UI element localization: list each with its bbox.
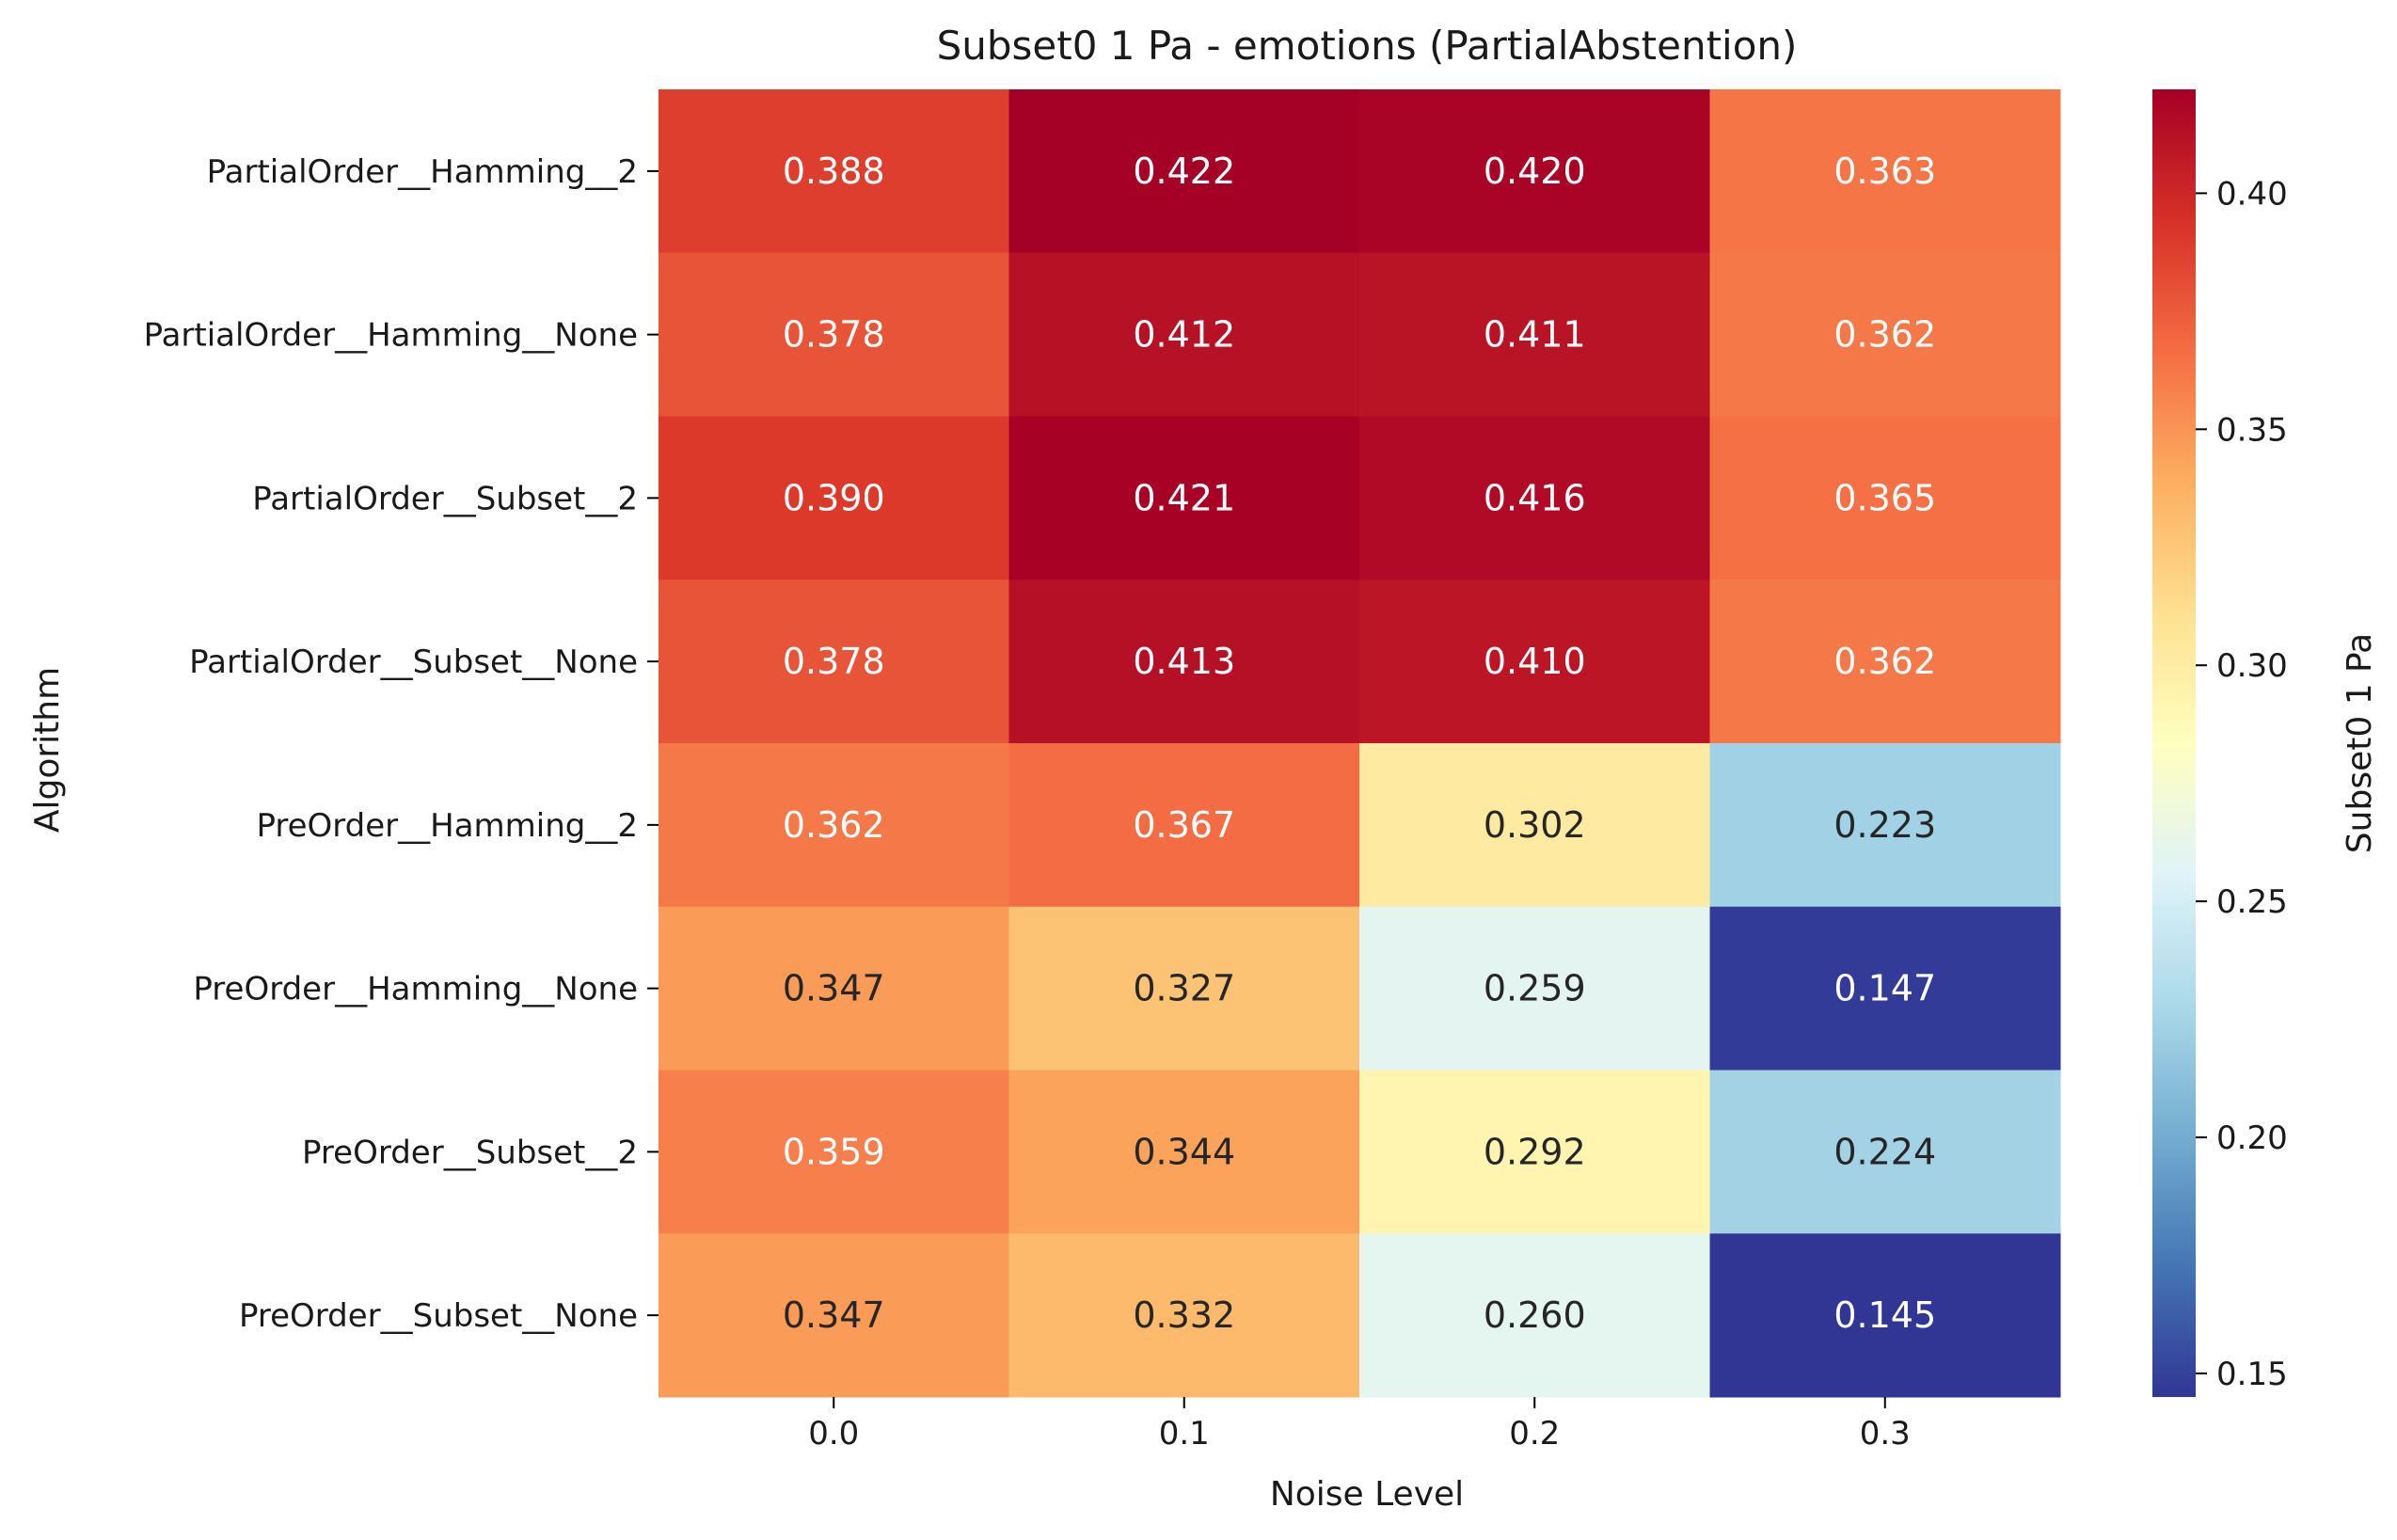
heatmap-cell [1359, 252, 1710, 417]
cell-value-label: 0.363 [1833, 151, 1936, 192]
colorbar-tick-label: 0.15 [2216, 1356, 2288, 1393]
heatmap-cell [659, 1070, 1009, 1234]
colorbar-label: Subset0 1 Pa [2341, 633, 2379, 853]
y-tick-label: PreOrder__Hamming__None [193, 971, 638, 1008]
cell-value-label: 0.421 [1133, 477, 1235, 518]
y-tick-label: PreOrder__Subset__2 [302, 1134, 638, 1171]
colorbar-ticks: 0.15 0.20 0.25 0.30 0.35 0.40 [2196, 175, 2288, 1393]
cell-value-label: 0.224 [1833, 1131, 1936, 1172]
cell-value-label: 0.422 [1133, 151, 1235, 192]
cell-value-label: 0.365 [1833, 477, 1936, 518]
cell-value-label: 0.259 [1484, 968, 1586, 1009]
cell-value-label: 0.413 [1133, 641, 1235, 682]
x-axis-label: Noise Level [1270, 1475, 1464, 1514]
heatmap-cell [1008, 252, 1360, 417]
heatmap-cell [1359, 743, 1710, 908]
heatmap-cell-labels: 0.388 0.422 0.420 0.363 0.378 0.412 0.411 0.362… [783, 151, 1936, 1336]
colorbar [2152, 89, 2196, 1397]
heatmap-cell [1008, 89, 1360, 254]
heatmap-cell [1709, 1233, 2061, 1398]
x-axis-ticks: 0.0 0.1 0.2 0.3 [808, 1397, 1911, 1453]
colorbar-tick-label: 0.30 [2216, 647, 2288, 685]
heatmap-cell [659, 1233, 1009, 1398]
x-tick-label: 0.0 [808, 1415, 859, 1453]
cell-value-label: 0.416 [1484, 477, 1586, 518]
heatmap-cell [659, 579, 1009, 744]
y-axis-label: Algorithm [28, 667, 67, 833]
cell-value-label: 0.388 [783, 151, 885, 192]
heatmap-cell [1359, 1070, 1710, 1234]
heatmap-cell [1359, 89, 1710, 254]
cell-value-label: 0.332 [1133, 1294, 1235, 1336]
y-axis-ticks: PartialOrder__Hamming__2 PartialOrder__Ha… [144, 153, 659, 1335]
heatmap-cell [659, 743, 1009, 908]
heatmap-cell [1709, 743, 2061, 908]
y-tick-label: PreOrder__Subset__None [239, 1297, 638, 1335]
y-tick-label: PreOrder__Hamming__2 [256, 807, 638, 845]
heatmap-cell [1008, 579, 1360, 744]
heatmap-cell [659, 252, 1009, 417]
heatmap-cell [1709, 906, 2061, 1071]
cell-value-label: 0.302 [1484, 804, 1586, 846]
heatmap-cell [1709, 1070, 2061, 1234]
cell-value-label: 0.378 [783, 641, 885, 682]
y-tick-label: PartialOrder__Subset__None [189, 643, 638, 681]
cell-value-label: 0.411 [1484, 314, 1586, 356]
heatmap-cell [1709, 416, 2061, 580]
x-tick-label: 0.2 [1509, 1415, 1560, 1453]
cell-value-label: 0.362 [783, 804, 885, 846]
cell-value-label: 0.344 [1133, 1131, 1235, 1172]
heatmap-cell [1008, 906, 1360, 1071]
x-tick-label: 0.3 [1860, 1415, 1911, 1453]
cell-value-label: 0.390 [783, 477, 885, 518]
cell-value-label: 0.362 [1833, 641, 1936, 682]
cell-value-label: 0.223 [1833, 804, 1936, 846]
heatmap-cell [1359, 579, 1710, 744]
heatmap-cell [1008, 416, 1360, 580]
heatmap-cell [1008, 1070, 1360, 1234]
cell-value-label: 0.347 [783, 1294, 885, 1336]
heatmap-cell [659, 906, 1009, 1071]
y-tick-label: PartialOrder__Subset__2 [252, 480, 638, 517]
cell-value-label: 0.359 [783, 1131, 885, 1172]
heatmap-cells [659, 89, 2061, 1398]
cell-value-label: 0.292 [1484, 1131, 1586, 1172]
heatmap-cell [1008, 743, 1360, 908]
heatmap-cell [1359, 906, 1710, 1071]
heatmap-cell [1709, 89, 2061, 254]
cell-value-label: 0.410 [1484, 641, 1586, 682]
heatmap-cell [1709, 252, 2061, 417]
cell-value-label: 0.145 [1833, 1294, 1936, 1336]
chart-title: Subset0 1 Pa - emotions (PartialAbstenti… [937, 23, 1798, 69]
heatmap-cell [659, 89, 1009, 254]
colorbar-tick-label: 0.25 [2216, 883, 2288, 921]
heatmap-cell [1359, 1233, 1710, 1398]
cell-value-label: 0.327 [1133, 968, 1235, 1009]
colorbar-tick-label: 0.20 [2216, 1119, 2288, 1157]
cell-value-label: 0.367 [1133, 804, 1235, 846]
y-tick-label: PartialOrder__Hamming__None [144, 317, 638, 355]
heatmap-cell [1008, 1233, 1360, 1398]
x-tick-label: 0.1 [1159, 1415, 1210, 1453]
cell-value-label: 0.260 [1484, 1294, 1586, 1336]
heatmap-cell [1359, 416, 1710, 580]
colorbar-tick-label: 0.40 [2216, 175, 2288, 213]
y-tick-label: PartialOrder__Hamming__2 [207, 153, 638, 191]
cell-value-label: 0.420 [1484, 151, 1586, 192]
heatmap-cell [659, 416, 1009, 580]
colorbar-tick-label: 0.35 [2216, 411, 2288, 449]
cell-value-label: 0.347 [783, 968, 885, 1009]
cell-value-label: 0.378 [783, 314, 885, 356]
heatmap-cell [1709, 579, 2061, 744]
cell-value-label: 0.147 [1833, 968, 1936, 1009]
cell-value-label: 0.362 [1833, 314, 1936, 356]
cell-value-label: 0.412 [1133, 314, 1235, 356]
